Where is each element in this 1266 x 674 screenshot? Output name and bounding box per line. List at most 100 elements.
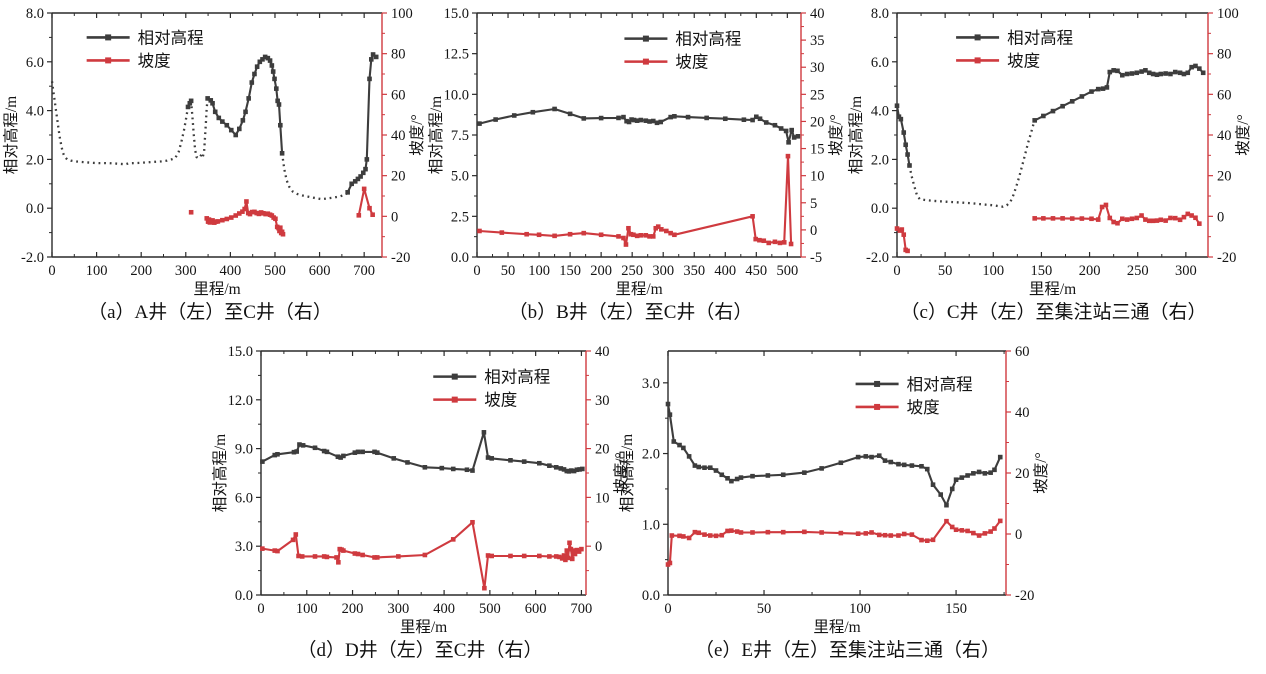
y-axis-right-title: 坡度/° bbox=[1234, 114, 1252, 156]
chart-row-bottom: 0 100 200 300 400 500 600 700 0.0 3.0 6.0 9.0 12.0 15… bbox=[205, 338, 1266, 662]
yright-tick-label: 20 bbox=[810, 114, 825, 130]
data-point-marker bbox=[1189, 213, 1194, 218]
data-point-marker bbox=[1111, 68, 1116, 73]
data-point-marker bbox=[321, 448, 327, 454]
data-point-marker bbox=[738, 475, 744, 480]
data-point-marker bbox=[677, 442, 682, 448]
legend-label: 坡度 bbox=[907, 398, 940, 417]
data-point-marker bbox=[1177, 217, 1183, 223]
data-point-marker bbox=[692, 529, 698, 535]
data-point-marker bbox=[563, 557, 568, 563]
x-tick-label: 400 bbox=[433, 601, 455, 617]
yleft-tick-label: 0.0 bbox=[642, 588, 660, 604]
data-point-marker bbox=[772, 239, 778, 245]
yleft-tick-label: 0.0 bbox=[26, 201, 44, 217]
data-point-marker bbox=[1107, 69, 1113, 75]
series-line-dotted bbox=[280, 153, 349, 201]
data-point-marker bbox=[696, 530, 702, 536]
chart-e-canvas: 0 50 100 150 0.0 1.0 2.0 3.0 -20 0 20 40 60 相对高程/m 坡度/… bbox=[618, 344, 1050, 636]
x-tick-label: 300 bbox=[1175, 263, 1197, 279]
data-point-marker bbox=[236, 126, 242, 132]
data-point-marker bbox=[677, 533, 682, 539]
y-axis-left-title: 相对高程/m bbox=[847, 96, 865, 174]
data-point-marker bbox=[275, 98, 280, 104]
data-point-marker bbox=[982, 471, 988, 476]
x-axis-title: 里程/m bbox=[400, 618, 447, 636]
chart-d: 0 100 200 300 400 500 600 700 0.0 3.0 6.0 9.0 12.0 15… bbox=[205, 338, 635, 662]
data-point-marker bbox=[233, 213, 239, 218]
data-point-marker bbox=[581, 116, 587, 121]
x-tick-label: 350 bbox=[683, 263, 705, 279]
series-group bbox=[260, 430, 585, 591]
yright-tick-label: 0 bbox=[595, 539, 602, 555]
data-point-marker bbox=[269, 63, 275, 68]
yleft-tick-label: 15.0 bbox=[228, 344, 253, 360]
data-point-marker bbox=[791, 135, 797, 140]
data-point-marker bbox=[274, 86, 279, 91]
x-tick-label: 500 bbox=[776, 263, 798, 279]
data-point-marker bbox=[564, 548, 570, 553]
x-tick-label: 50 bbox=[757, 601, 772, 617]
data-point-marker bbox=[577, 467, 582, 472]
data-point-marker bbox=[778, 126, 784, 131]
data-point-marker bbox=[713, 533, 719, 539]
data-point-marker bbox=[976, 533, 982, 538]
series-line bbox=[479, 155, 793, 246]
data-point-marker bbox=[1032, 118, 1037, 123]
data-point-marker bbox=[719, 532, 725, 538]
yleft-tick-label: 8.0 bbox=[871, 6, 889, 22]
yright-tick-label: 10 bbox=[810, 169, 825, 185]
legend-item-slope: 坡度 bbox=[86, 51, 171, 70]
data-point-marker bbox=[278, 225, 283, 231]
data-point-marker bbox=[1111, 219, 1116, 225]
data-point-marker bbox=[1154, 218, 1160, 223]
data-point-marker bbox=[1158, 217, 1164, 223]
x-tick-label: 100 bbox=[296, 601, 318, 617]
data-point-marker bbox=[1050, 108, 1056, 114]
x-tick-label: 150 bbox=[1031, 263, 1053, 279]
data-point-marker bbox=[1069, 99, 1075, 104]
data-point-marker bbox=[280, 231, 286, 237]
yright-tick-label: 40 bbox=[391, 128, 406, 144]
data-point-marker bbox=[668, 230, 673, 236]
data-point-marker bbox=[1189, 64, 1194, 70]
legend-item-elevation: 相对高程 bbox=[956, 28, 1073, 47]
yright-tick-label: 40 bbox=[1015, 405, 1030, 421]
series-group bbox=[665, 401, 1003, 567]
data-point-marker bbox=[1069, 216, 1075, 221]
data-point-marker bbox=[1143, 68, 1148, 73]
data-point-marker bbox=[260, 546, 265, 551]
x-tick-label: 150 bbox=[559, 263, 581, 279]
chart-c-caption: （c）C井（左）至集注站三通（右） bbox=[900, 302, 1207, 323]
data-point-marker bbox=[838, 460, 844, 466]
x-tick-label: 500 bbox=[479, 601, 501, 617]
x-tick-label: 0 bbox=[48, 263, 55, 279]
data-point-marker bbox=[1129, 71, 1135, 76]
data-point-marker bbox=[1104, 85, 1110, 90]
data-point-marker bbox=[1181, 214, 1187, 220]
data-point-marker bbox=[236, 211, 242, 216]
data-point-marker bbox=[524, 231, 529, 237]
data-point-marker bbox=[240, 209, 245, 214]
data-point-marker bbox=[296, 553, 301, 559]
data-point-marker bbox=[508, 553, 513, 559]
data-point-marker bbox=[260, 57, 265, 62]
data-point-marker bbox=[335, 454, 341, 460]
data-point-marker bbox=[629, 117, 634, 122]
data-point-marker bbox=[598, 115, 604, 121]
data-point-marker bbox=[909, 532, 915, 537]
data-point-marker bbox=[903, 142, 908, 148]
data-point-marker bbox=[898, 116, 904, 122]
x-tick-label: 400 bbox=[220, 263, 242, 279]
data-point-marker bbox=[905, 248, 910, 254]
x-tick-label: 200 bbox=[130, 263, 152, 279]
data-point-marker bbox=[552, 106, 557, 112]
data-point-marker bbox=[1120, 72, 1125, 78]
data-point-marker bbox=[976, 469, 982, 475]
data-point-marker bbox=[623, 242, 629, 247]
data-point-marker bbox=[757, 237, 762, 243]
data-point-marker bbox=[905, 152, 910, 157]
data-point-marker bbox=[777, 240, 783, 246]
data-point-marker bbox=[352, 450, 358, 455]
